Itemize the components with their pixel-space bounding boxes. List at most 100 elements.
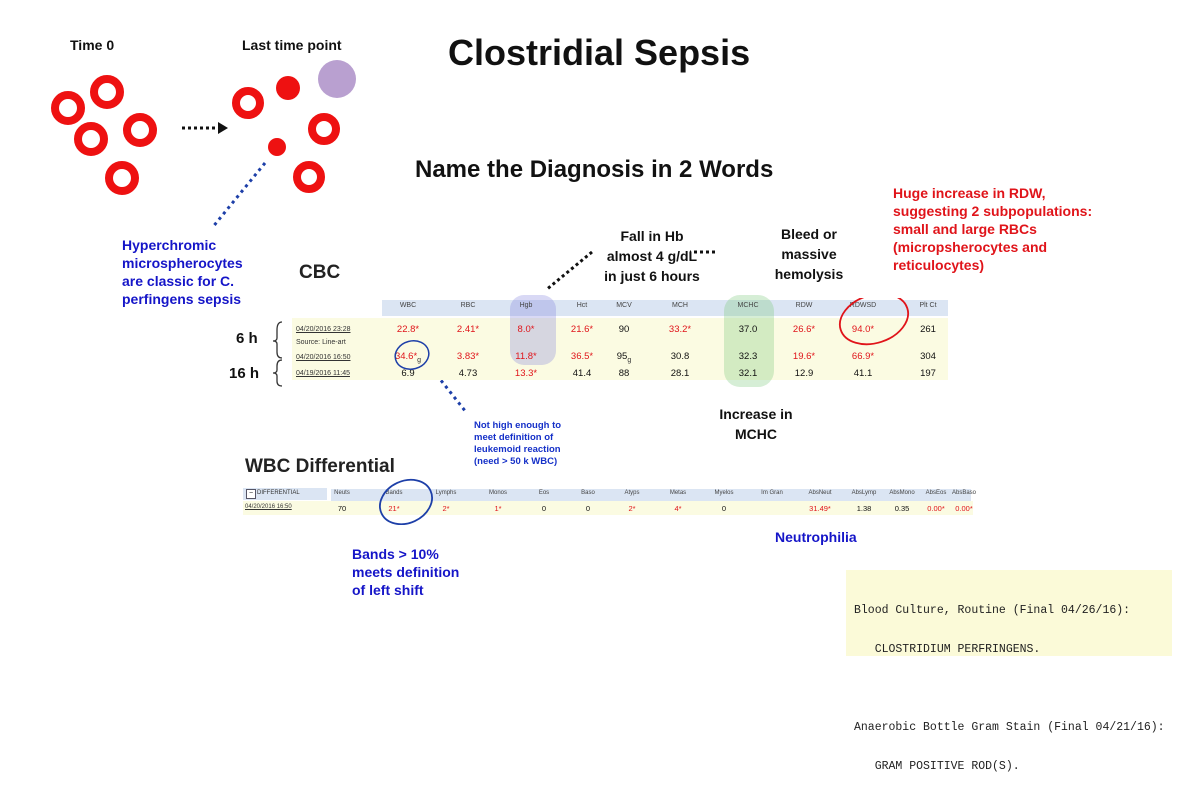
cbc-value-cell: 94.0*: [851, 324, 875, 335]
diagram-graphics: [51, 60, 715, 413]
cbc-header-cell[interactable]: MCHC: [737, 302, 759, 309]
culture-line: Anaerobic Bottle Gram Stain (Final 04/21…: [854, 721, 1165, 734]
cbc-header-cell[interactable]: RDW: [795, 302, 813, 309]
note-bands: Bands > 10% meets definition of left shi…: [352, 545, 459, 599]
bracket-6h: [272, 321, 283, 359]
differential-header-cell[interactable]: Lymphs: [435, 490, 457, 496]
cbc-value-suffix: g: [417, 356, 422, 364]
differential-value-cell: 0: [721, 504, 727, 513]
differential-header-cell[interactable]: Monos: [488, 490, 507, 496]
differential-section-label: WBC Differential: [245, 456, 395, 477]
differential-header-cell[interactable]: Neuts: [334, 490, 350, 496]
cbc-header-cell[interactable]: MCV: [616, 302, 632, 309]
page-title: Clostridial Sepsis: [448, 32, 751, 73]
pointer-line: [210, 162, 267, 229]
cbc-row-datetime[interactable]: 04/19/2016 11:45: [296, 370, 350, 377]
rbc-ring: [293, 161, 325, 193]
differential-datetime[interactable]: 04/20/2016 16:50: [245, 504, 292, 510]
differential-header-cell[interactable]: Bands: [385, 490, 403, 496]
differential-header-cell[interactable]: AbsNeut: [808, 490, 832, 496]
cbc-value-cell: 95g: [616, 351, 632, 364]
differential-header-row: [331, 489, 971, 501]
cbc-value-cell: 3.83*: [456, 351, 480, 362]
pointer-line: [545, 250, 593, 292]
note-line: of left shift: [352, 582, 424, 598]
differential-value-cell: 0.00*: [955, 504, 973, 513]
differential-header-cell[interactable]: AbsEos: [925, 490, 947, 496]
differential-value-cell: 4*: [674, 504, 682, 513]
differential-value-cell: 2*: [442, 504, 450, 513]
rbc-ring: [123, 113, 157, 147]
note-line: in just 6 hours: [604, 268, 700, 284]
note-line: meet definition of: [474, 432, 554, 443]
note-line: Bands > 10%: [352, 546, 439, 562]
note-hb-fall: Fall in Hb almost 4 g/dL in just 6 hours: [597, 226, 707, 286]
differential-header-cell[interactable]: Myelos: [714, 490, 734, 496]
cbc-value-cell: 261: [920, 324, 936, 335]
rbc-ring: [105, 161, 139, 195]
microspherocyte: [268, 138, 286, 156]
collapse-icon[interactable]: −: [246, 489, 256, 499]
cbc-header-cell[interactable]: RDWSD: [849, 302, 877, 309]
cbc-header-row: [382, 300, 948, 316]
note-line: reticulocytes): [893, 257, 985, 273]
cbc-value-cell: 304: [920, 351, 936, 362]
note-line: leukemoid reaction: [474, 444, 561, 455]
rbc-ring: [232, 87, 264, 119]
cbc-annotations: [394, 298, 910, 370]
differential-header-cell[interactable]: AbsBaso: [951, 490, 976, 496]
differential-header-cell[interactable]: Eos: [538, 490, 550, 496]
cbc-header-cell[interactable]: MCH: [672, 302, 688, 309]
cbc-row-datetime[interactable]: 04/20/2016 16:50: [296, 354, 351, 361]
hgb-highlight: [510, 295, 556, 365]
rdwsd-circle: [838, 298, 910, 346]
rbc-ring: [51, 91, 85, 125]
cbc-value-cell: 37.0: [738, 324, 758, 335]
note-line: perfingens sepsis: [122, 291, 242, 307]
note-line: microspherocytes: [122, 255, 243, 271]
cbc-value-cell: 32.1: [738, 368, 758, 379]
subtitle: Name the Diagnosis in 2 Words: [415, 156, 774, 183]
rbc-ring: [74, 122, 108, 156]
differential-header-cell[interactable]: Metas: [669, 490, 687, 496]
cbc-value-cell: 28.1: [670, 368, 690, 379]
note-line: Huge increase in RDW,: [893, 185, 1046, 201]
rbc-ring: [90, 75, 124, 109]
note-hyperchromic: Hyperchromic microspherocytes are classi…: [122, 236, 243, 308]
differential-value-cell: 0.00*: [927, 504, 945, 513]
bands-circle: [379, 478, 433, 525]
cbc-header-cell[interactable]: RBC: [460, 302, 476, 309]
cbc-header-cell[interactable]: Hgb: [519, 302, 533, 309]
differential-value-cell: 31.49*: [809, 504, 831, 513]
differential-header-cell[interactable]: Im Gran: [761, 490, 783, 496]
cbc-value-cell: 6.9: [401, 368, 415, 379]
pointer-line: [426, 363, 468, 413]
differential-header-cell[interactable]: Atyps: [624, 490, 640, 496]
row-label-16h: 16 h: [229, 365, 260, 382]
wbc-circle: [394, 340, 430, 370]
differential-toggle-bar[interactable]: − DIFFERENTIAL: [243, 488, 327, 500]
microspherocyte: [276, 76, 300, 100]
culture-line: Blood Culture, Routine (Final 04/26/16):: [854, 604, 1131, 617]
differential-header-cell[interactable]: AbsLymp: [851, 490, 877, 496]
cbc-header-cell[interactable]: Hct: [576, 302, 588, 309]
note-bleed: Bleed or massive hemolysis: [759, 224, 859, 284]
differential-header-cell[interactable]: AbsMono: [889, 490, 915, 496]
cbc-value-cell: 19.6*: [792, 351, 816, 362]
cbc-value-cell: 2.41*: [456, 324, 480, 335]
cbc-value-cell: 30.8: [670, 351, 690, 362]
cbc-table: WBC RBC Hgb Hct MCV MCH MCHC RDW RDWSD Plt Ct 22.…: [292, 295, 948, 387]
cbc-header-cell[interactable]: Plt Ct: [919, 302, 937, 309]
differential-header-cell[interactable]: Baso: [581, 490, 595, 496]
cbc-value-cell: 88: [618, 368, 630, 379]
note-line: meets definition: [352, 564, 460, 580]
cbc-value-cell: 41.4: [572, 368, 592, 379]
cbc-value-cell: 34.6*g: [394, 351, 422, 364]
cbc-value-cell: 22.8*: [396, 324, 420, 335]
cbc-row-datetime[interactable]: 04/20/2016 23:28: [296, 326, 351, 333]
mchc-highlight: [724, 295, 774, 387]
cbc-header-cell[interactable]: WBC: [399, 302, 417, 309]
rbc-ring: [308, 113, 340, 145]
differential-body: [243, 501, 973, 515]
differential-value-cell: 2*: [628, 504, 636, 513]
